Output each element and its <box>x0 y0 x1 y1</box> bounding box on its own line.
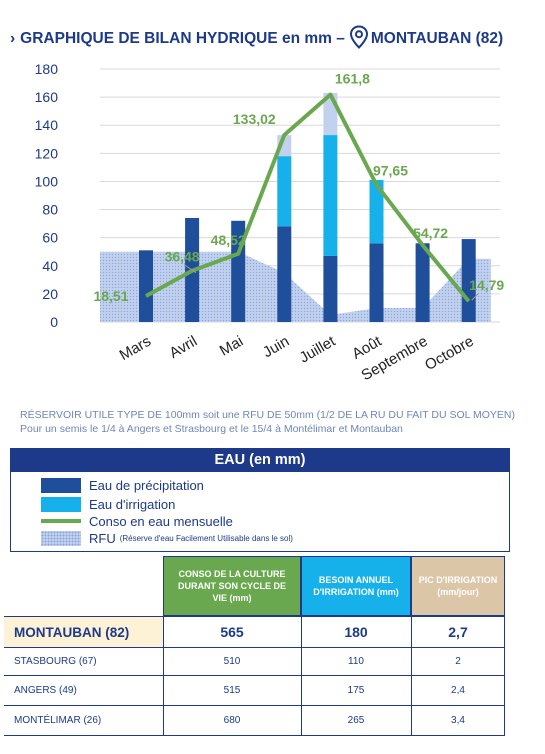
title-right: MONTAUBAN (82) <box>370 30 504 47</box>
legend-label-conso: Conso en eau mensuelle <box>89 513 233 529</box>
row-city: ANGERS (49) <box>14 685 77 696</box>
chart-notes: RÉSERVOIR UTILE TYPE DE 100mm soit une R… <box>20 408 540 436</box>
y-tick-label: 140 <box>35 117 59 133</box>
location-pin-icon <box>349 24 369 54</box>
row-conso: 565 <box>220 624 244 640</box>
x-tick-label: Mars <box>117 333 154 364</box>
legend-label-rfu-detail: (Réserve d'eau Facilement Utilisable dan… <box>119 533 293 543</box>
row-conso: 510 <box>223 656 241 667</box>
y-tick-label: 160 <box>35 89 59 105</box>
bar-irrig-Août <box>369 180 384 244</box>
data-label: 14,79 <box>469 277 504 293</box>
y-tick-label: 40 <box>42 258 58 274</box>
row-pic: 2,7 <box>448 624 468 640</box>
legend-item-rfu: RFU (Réserve d'eau Facilement Utilisable… <box>41 529 293 547</box>
x-tick-label: Octobre <box>422 333 477 374</box>
table-row: STASBOURG (67) 510 110 2 <box>4 648 505 676</box>
data-label: 133,02 <box>233 111 276 127</box>
bar-irrig-Juin <box>277 156 292 227</box>
y-tick-label: 100 <box>35 173 59 189</box>
y-tick-label: 0 <box>50 314 58 330</box>
legend-swatch-irrig <box>41 496 81 512</box>
y-tick-label: 80 <box>42 202 58 218</box>
header-conso: CONSO DE LA CULTURE DURANT SON CYCLE DE … <box>163 556 301 616</box>
row-pic: 2 <box>455 656 461 667</box>
header-besoin: BESOIN ANNUEL D'IRRIGATION (mm) <box>301 556 411 616</box>
legend-swatch-precip <box>41 477 81 493</box>
row-conso: 680 <box>223 715 241 726</box>
note-line-2: Pour un semis le 1/4 à Angers et Strasbo… <box>20 423 403 435</box>
legend-label-rfu: RFU <box>89 530 116 546</box>
data-label: 54,72 <box>413 225 448 241</box>
data-label: 161,8 <box>335 71 370 87</box>
x-tick-label: Mai <box>217 333 246 360</box>
row-conso: 515 <box>223 685 241 696</box>
header-pic: PIC D'IRRIGATION (mm/jour) <box>411 556 505 616</box>
row-city: MONTÉLIMAR (26) <box>14 715 102 726</box>
bar-precip-Août <box>369 243 384 322</box>
row-city: MONTAUBAN (82) <box>4 617 163 647</box>
legend-swatch-conso <box>41 519 81 523</box>
row-pic: 2,4 <box>451 685 465 696</box>
table-row: MONTÉLIMAR (26) 680 265 3,4 <box>4 706 505 736</box>
chevron-right-icon: › <box>10 30 16 47</box>
table-row: MONTAUBAN (82) 565 180 2,7 <box>4 616 505 648</box>
table-row: ANGERS (49) 515 175 2,4 <box>4 676 505 706</box>
bar-precip-Mars <box>139 250 153 322</box>
y-tick-label: 180 <box>35 61 59 77</box>
leader-line <box>471 292 480 301</box>
bar-irrig-Juillet <box>323 135 338 256</box>
legend-label-precip: Eau de précipitation <box>89 477 204 493</box>
note-line-1: RÉSERVOIR UTILE TYPE DE 100mm soit une R… <box>20 409 515 421</box>
bar-precip-Juin <box>277 226 292 322</box>
y-tick-label: 120 <box>35 145 59 161</box>
legend-item-precip: Eau de précipitation <box>41 476 204 494</box>
leader-line <box>183 264 197 274</box>
legend-item-conso: Conso en eau mensuelle <box>41 512 233 530</box>
x-tick-label: Juin <box>260 333 292 361</box>
legend-swatch-rfu <box>41 530 81 546</box>
chart-title: › GRAPHIQUE DE BILAN HYDRIQUE en mm – MO… <box>10 22 540 56</box>
data-label: 97,65 <box>373 163 408 179</box>
data-label: 18,51 <box>93 288 128 304</box>
conso-line <box>145 92 471 303</box>
water-balance-chart: 0 20 40 60 80 100 120 140 160 180 18,51 36,48 48,52… <box>35 61 505 384</box>
title-left: GRAPHIQUE DE BILAN HYDRIQUE en mm – <box>20 30 345 47</box>
data-label: 36,48 <box>165 249 200 265</box>
bar-precip-Octobre <box>461 239 476 322</box>
y-tick-label: 20 <box>42 286 58 302</box>
y-tick-label: 60 <box>42 230 58 246</box>
legend-item-irrig: Eau d'irrigation <box>41 495 175 513</box>
row-city: STASBOURG (67) <box>14 656 97 667</box>
row-besoin: 110 <box>348 656 364 667</box>
bar-precip-Juillet <box>323 255 338 322</box>
row-besoin: 175 <box>347 685 365 696</box>
x-tick-label: Avril <box>167 333 201 362</box>
data-label: 48,52 <box>211 232 246 248</box>
legend-label-irrig: Eau d'irrigation <box>89 496 176 512</box>
row-pic: 3,4 <box>451 715 465 726</box>
row-besoin: 180 <box>344 624 368 640</box>
legend-title: EAU (en mm) <box>11 449 509 472</box>
bar-precip-Septembre <box>415 243 430 322</box>
row-besoin: 265 <box>347 715 365 726</box>
legend: EAU (en mm) Eau de précipitation Eau d'i… <box>10 448 510 552</box>
x-tick-label: Juillet <box>297 332 339 366</box>
